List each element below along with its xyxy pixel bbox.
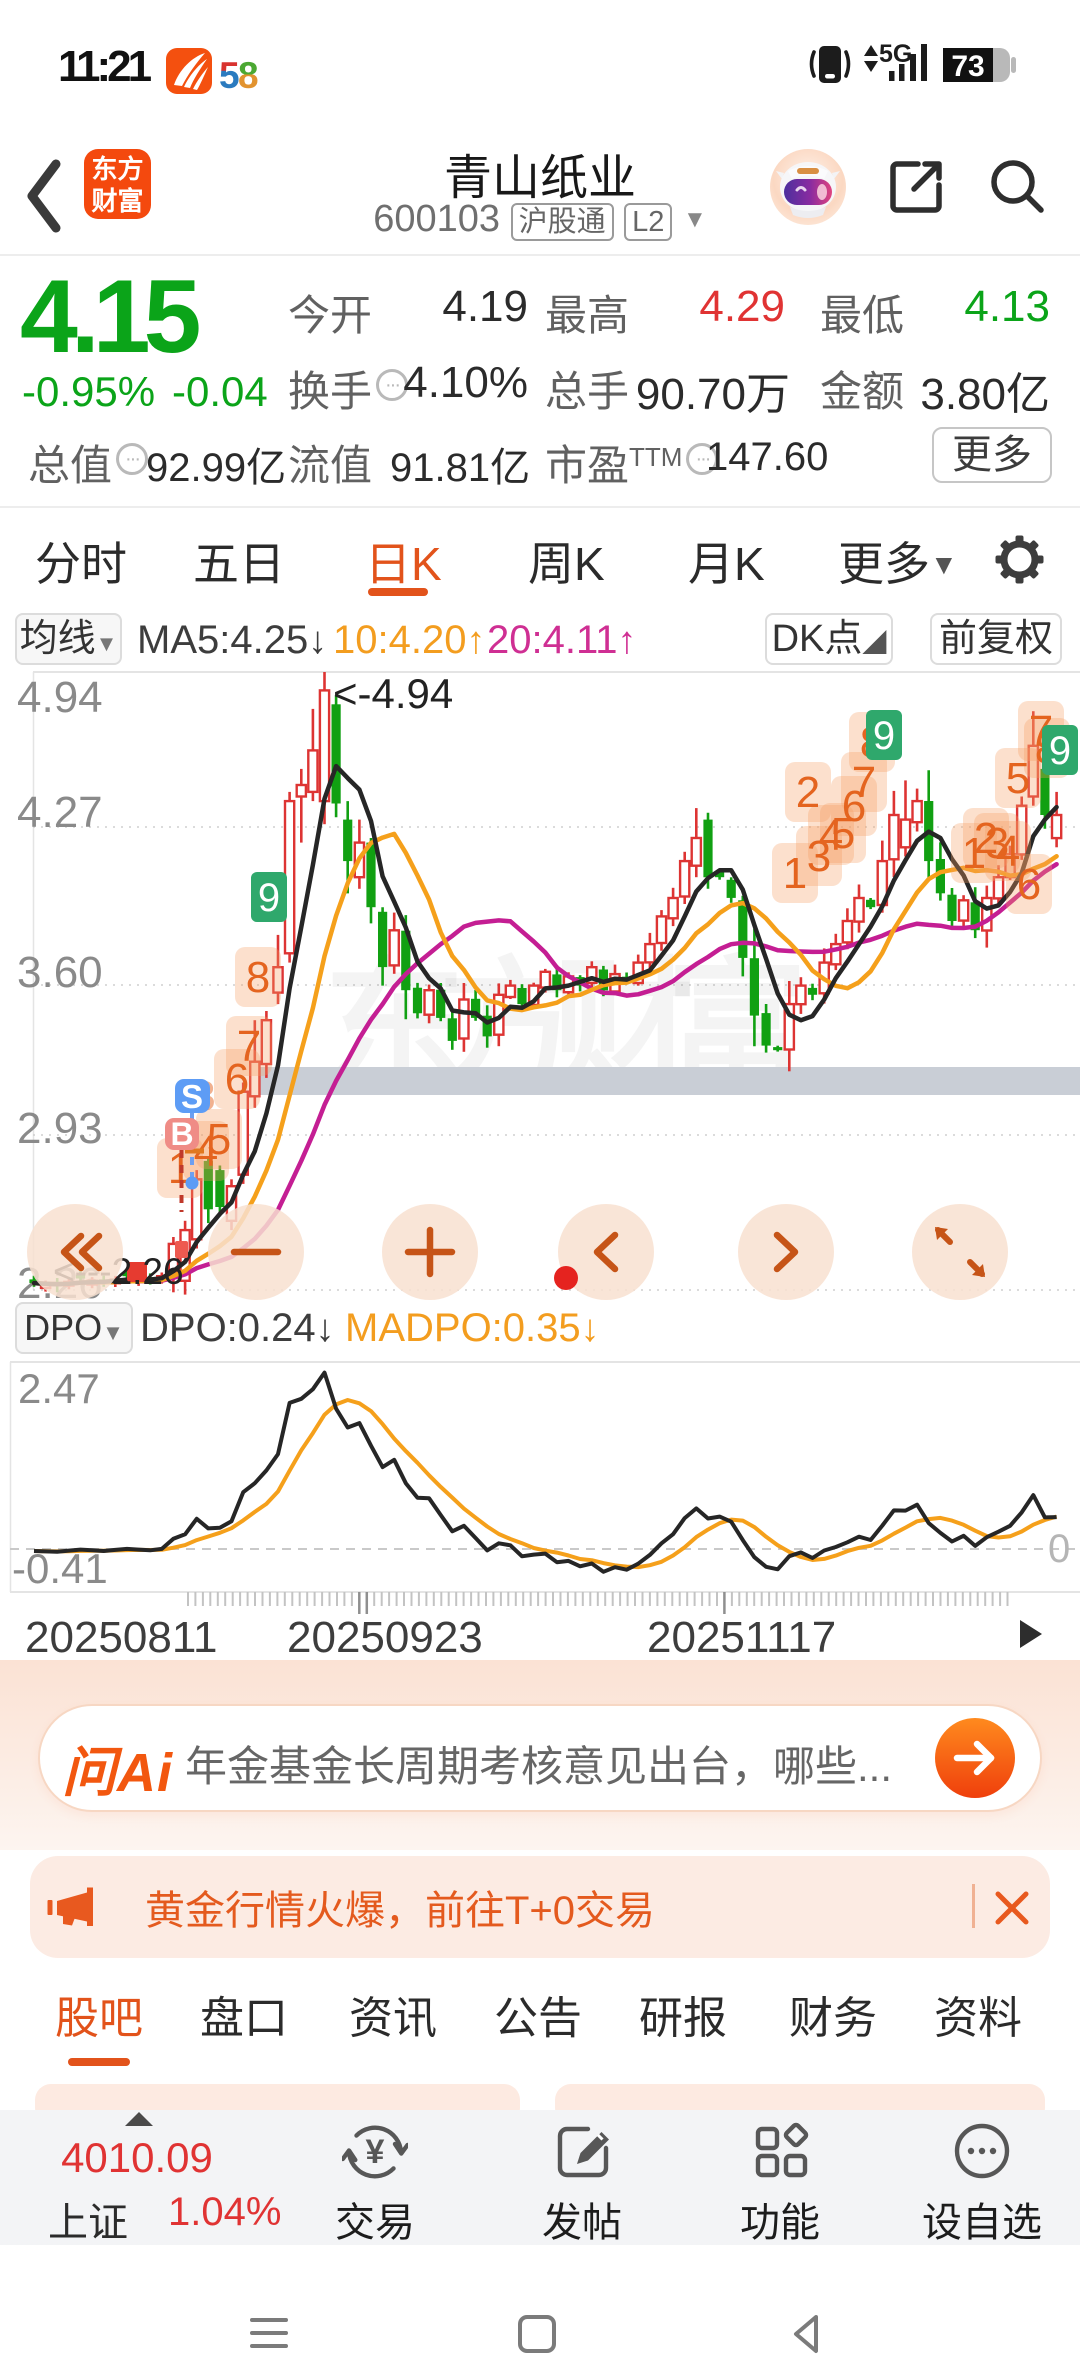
svg-text:9: 9 [258,876,280,920]
svg-text:3: 3 [985,819,1009,868]
svg-text:20251117: 20251117 [647,1613,836,1660]
svg-text:2.47: 2.47 [18,1365,100,1412]
svg-text:9: 9 [873,714,895,758]
svg-text:7: 7 [237,1022,261,1071]
svg-text:2.93: 2.93 [17,1104,103,1153]
svg-text:2: 2 [796,768,820,817]
svg-text:<-4.94: <-4.94 [333,670,453,717]
svg-text:3: 3 [807,832,831,881]
svg-text:4.27: 4.27 [17,788,103,837]
svg-text:¥: ¥ [366,2133,385,2171]
svg-text:4: 4 [996,827,1020,876]
svg-text:-0.41: -0.41 [12,1545,108,1592]
svg-text:6: 6 [1017,860,1041,909]
svg-text:20250811: 20250811 [25,1613,218,1660]
svg-text:5: 5 [207,1115,231,1164]
svg-text:0: 0 [1048,1527,1070,1571]
svg-text:6: 6 [842,782,866,831]
svg-text:5: 5 [219,55,240,96]
svg-text:6: 6 [225,1055,249,1104]
svg-text:8: 8 [238,55,259,96]
svg-text:4.94: 4.94 [17,673,103,722]
svg-text:73: 73 [951,50,984,83]
svg-text:S: S [181,1078,203,1115]
svg-text:7: 7 [852,758,876,807]
svg-text:5G: 5G [879,40,912,68]
svg-text:B: B [170,1116,193,1152]
svg-text:2: 2 [974,814,998,863]
svg-text:8: 8 [246,953,270,1002]
svg-text:4: 4 [819,811,843,860]
svg-text:5: 5 [1006,754,1030,803]
svg-text:1: 1 [783,849,807,898]
svg-text:5: 5 [831,809,855,858]
svg-text:1: 1 [962,829,986,878]
svg-text:20250923: 20250923 [287,1613,483,1660]
svg-text:9: 9 [1049,729,1071,773]
svg-text:3.60: 3.60 [17,948,103,997]
